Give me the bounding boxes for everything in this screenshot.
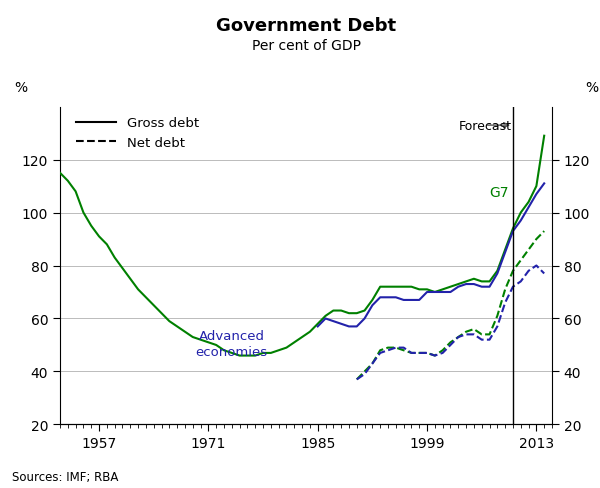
Text: Advanced
economies: Advanced economies [196,329,268,358]
Text: %: % [585,81,598,95]
Text: Per cent of GDP: Per cent of GDP [251,39,361,53]
Text: %: % [14,81,27,95]
Text: Forecast: Forecast [458,120,511,132]
Text: G7: G7 [490,186,509,200]
Legend: Gross debt, Net debt: Gross debt, Net debt [76,117,199,150]
Text: Sources: IMF; RBA: Sources: IMF; RBA [12,470,118,483]
Text: Government Debt: Government Debt [216,17,396,35]
